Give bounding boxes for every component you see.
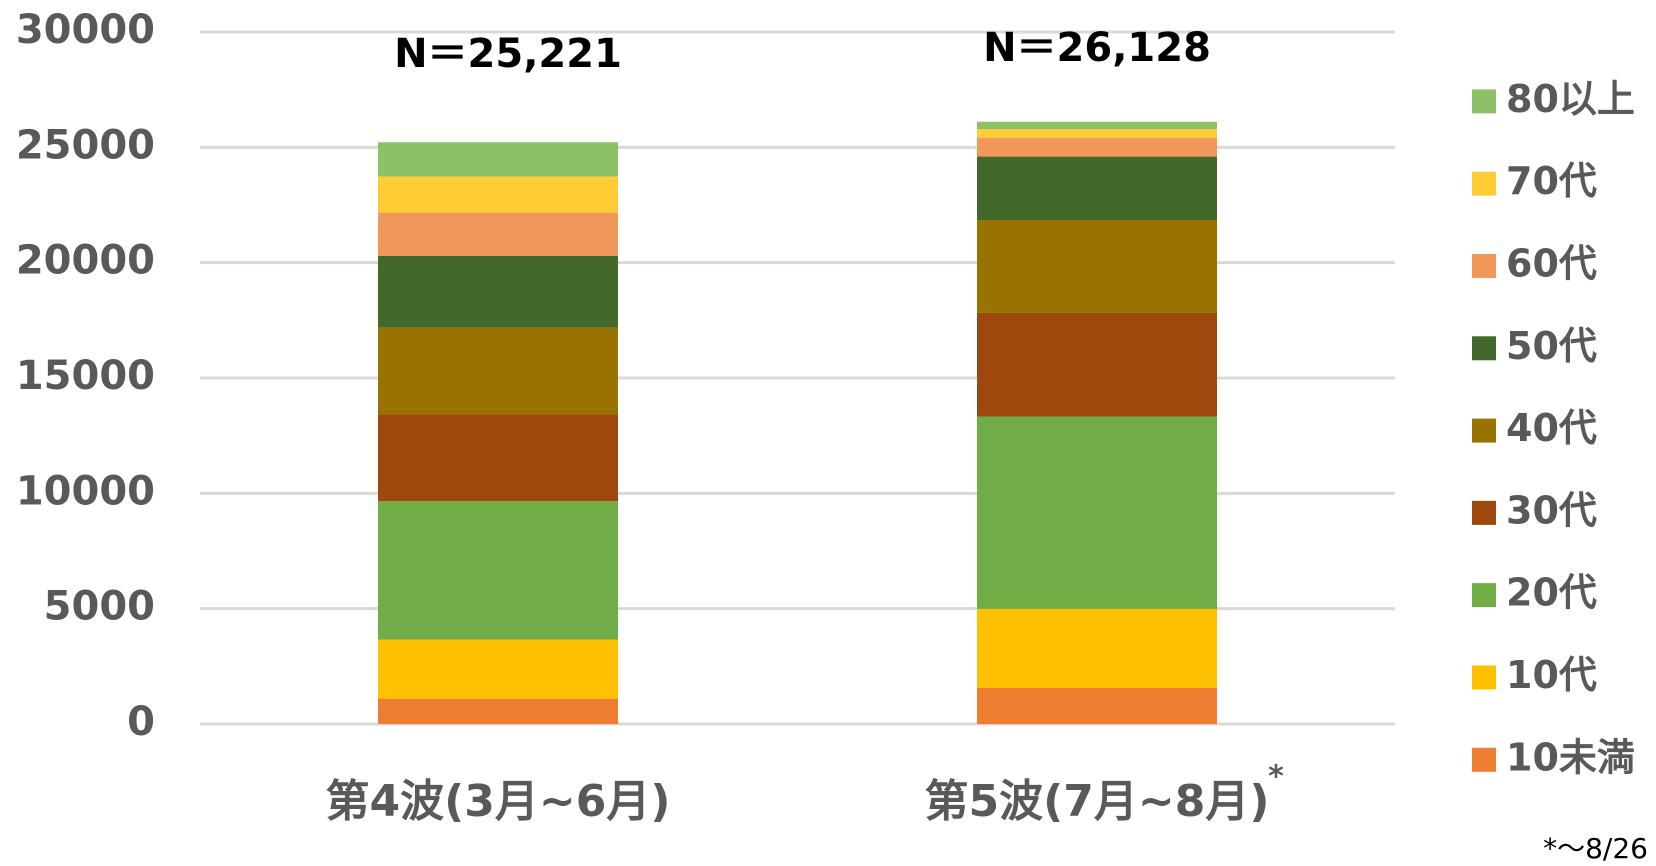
annotation: * bbox=[1268, 760, 1284, 795]
bar-segment bbox=[977, 156, 1217, 220]
bar-segment bbox=[378, 639, 618, 699]
annotation: *～8/26 bbox=[1543, 832, 1648, 865]
legend-swatch bbox=[1472, 336, 1496, 361]
y-tick-label: 25000 bbox=[16, 122, 155, 168]
bar-segment bbox=[378, 176, 618, 213]
bar-segment bbox=[977, 219, 1217, 313]
legend-label: 60代 bbox=[1506, 241, 1597, 285]
bar-segment bbox=[378, 142, 618, 177]
bar-segment bbox=[977, 121, 1217, 130]
legend-swatch bbox=[1472, 747, 1496, 772]
legend-swatch bbox=[1472, 253, 1496, 278]
x-tick-label: 第5波(7月~8月) bbox=[925, 776, 1270, 827]
legend-swatch bbox=[1472, 500, 1496, 525]
bar-segment bbox=[977, 416, 1217, 609]
legend-label: 20代 bbox=[1506, 571, 1597, 615]
legend-label: 30代 bbox=[1506, 488, 1597, 532]
legend-label: 10代 bbox=[1506, 653, 1597, 697]
legend-swatch bbox=[1472, 89, 1496, 114]
bar-segment bbox=[977, 688, 1217, 724]
x-tick-label: 第4波(3月~6月) bbox=[326, 776, 671, 827]
legend-swatch bbox=[1472, 665, 1496, 690]
y-tick-label: 0 bbox=[127, 699, 155, 745]
legend-label: 40代 bbox=[1506, 406, 1597, 450]
bar-segment bbox=[378, 414, 618, 502]
legend-label: 70代 bbox=[1506, 159, 1597, 203]
bar-segment bbox=[977, 312, 1217, 417]
y-tick-label: 5000 bbox=[44, 584, 155, 630]
bar-segment bbox=[378, 501, 618, 640]
y-tick-label: 10000 bbox=[16, 468, 155, 514]
bar-segment bbox=[977, 608, 1217, 689]
bar-segment bbox=[378, 698, 618, 724]
legend-label: 80以上 bbox=[1506, 77, 1635, 121]
y-tick-label: 20000 bbox=[16, 238, 155, 284]
bar-segment bbox=[378, 212, 618, 256]
bar-segment bbox=[378, 255, 618, 328]
y-tick-label: 15000 bbox=[16, 353, 155, 399]
legend-swatch bbox=[1472, 583, 1496, 608]
bar-segment bbox=[977, 129, 1217, 138]
bar-segment bbox=[378, 327, 618, 415]
bar-segment bbox=[977, 137, 1217, 157]
annotation: N＝25,221 bbox=[394, 31, 622, 77]
legend-swatch bbox=[1472, 418, 1496, 443]
annotation: N＝26,128 bbox=[983, 25, 1211, 71]
legend-label: 10未満 bbox=[1506, 735, 1635, 779]
legend-label: 50代 bbox=[1506, 324, 1597, 368]
y-tick-label: 30000 bbox=[16, 7, 155, 53]
legend-swatch bbox=[1472, 171, 1496, 196]
